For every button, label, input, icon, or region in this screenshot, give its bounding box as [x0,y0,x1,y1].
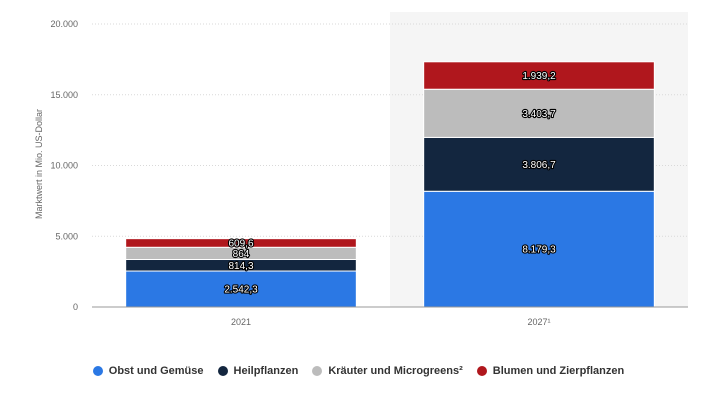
legend-swatch-heilpflanzen [217,366,228,376]
legend-item-blumen[interactable]: Blumen und Zierpflanzen [476,365,625,377]
legend: Obst und Gemüse Heilpflanzen Kräuter und… [0,361,717,381]
y-axis-title: Marktwert in Mio. US-Dollar [34,109,44,219]
legend-item-heilpflanzen[interactable]: Heilpflanzen [217,365,299,377]
legend-swatch-kraeuter [312,366,323,376]
data-label: 3.403,7 [522,109,556,120]
data-label: 1.939,2 [522,71,556,82]
x-tick-label: 2027¹ [527,317,550,327]
bar-segment [125,270,357,308]
gridlines [92,23,688,237]
data-label: 2.542,3 [224,285,258,296]
legend-label-heilpflanzen: Heilpflanzen [233,365,299,377]
data-label: 609,6 [228,238,253,249]
legend-label-blumen: Blumen und Zierpflanzen [492,365,625,377]
bar-segment [125,238,357,248]
bar-segment [423,190,655,308]
x-axis-ticks: 2021 2027¹ [231,317,551,327]
data-label: 814,3 [228,261,253,272]
legend-item-kraeuter[interactable]: Kräuter und Microgreens² [312,365,463,377]
bar-segment [423,61,655,90]
y-tick-label: 5.000 [55,231,78,241]
legend-swatch-obst [92,366,103,376]
legend-label-obst: Obst und Gemüse [108,365,204,377]
legend-swatch-blumen [476,366,487,376]
x-tick-label: 2021 [231,317,251,327]
y-tick-label: 20.000 [50,19,78,29]
bars [125,61,655,308]
data-label: 864 [233,249,250,260]
y-tick-label: 0 [73,302,78,312]
y-tick-label: 15.000 [50,90,78,100]
legend-item-obst[interactable]: Obst und Gemüse [92,365,204,377]
y-axis-ticks: 0 5.000 10.000 15.000 20.000 [50,19,78,312]
data-label: 8.179,3 [522,245,556,256]
data-label: 3.806,7 [522,160,556,171]
y-tick-label: 10.000 [50,161,78,171]
legend-label-kraeuter: Kräuter und Microgreens² [328,365,463,377]
